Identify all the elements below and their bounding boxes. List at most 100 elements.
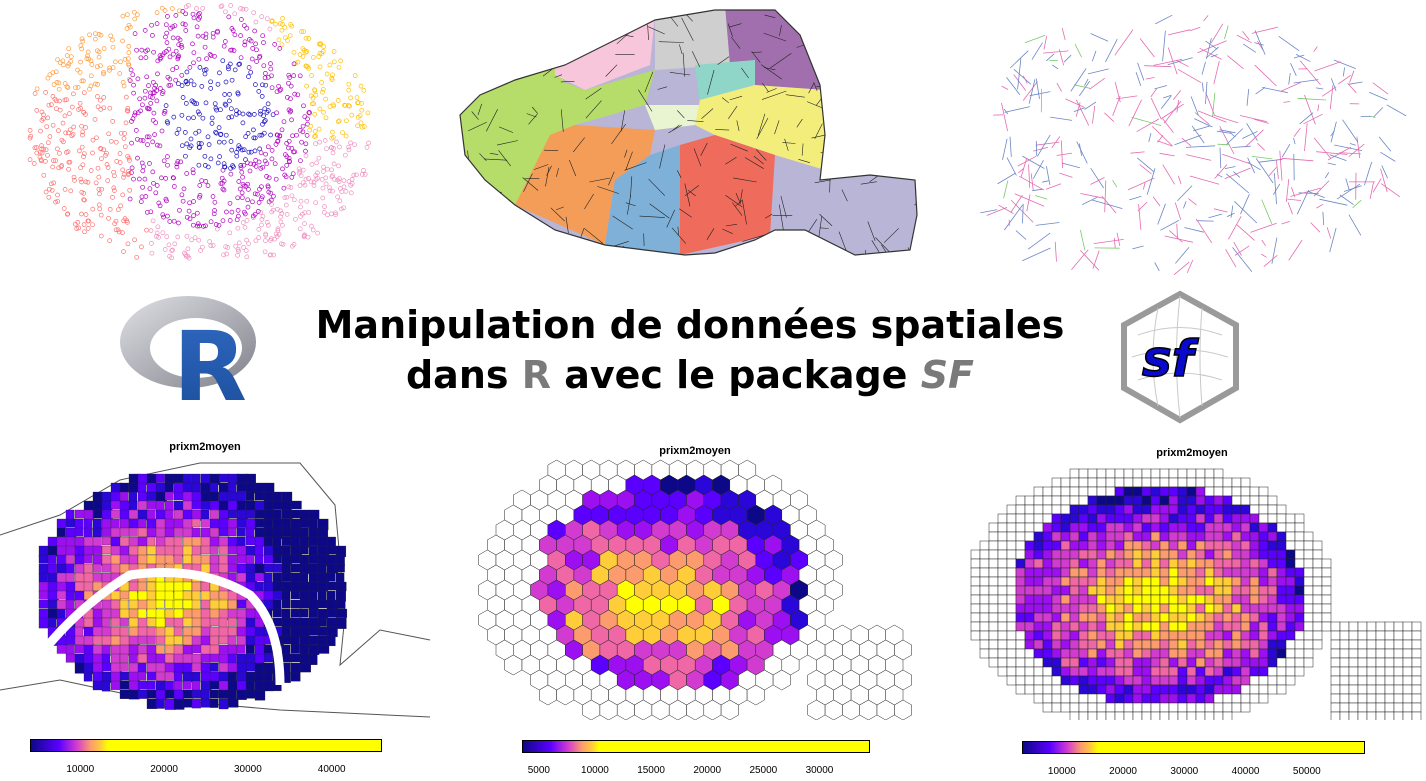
grid-cell <box>1177 576 1188 587</box>
map-polygon <box>155 545 167 557</box>
point-marker <box>110 44 116 50</box>
grid-cell <box>1213 657 1224 668</box>
street-segment <box>796 118 803 128</box>
map-polygon <box>164 545 175 556</box>
map-polygon <box>245 662 256 672</box>
point-marker <box>220 186 226 192</box>
grid-cell <box>1096 657 1107 668</box>
grid-cell <box>1231 549 1242 560</box>
point-marker <box>120 192 126 198</box>
street-line <box>1113 237 1116 249</box>
street-line <box>1225 128 1244 146</box>
point-marker <box>132 31 138 36</box>
grid-cell <box>1087 657 1098 668</box>
map-polygon <box>308 581 320 592</box>
grid-cell <box>1258 693 1269 704</box>
point-marker <box>127 24 133 30</box>
point-marker <box>79 123 84 129</box>
street-line <box>1271 237 1278 264</box>
map-polygon <box>191 689 202 699</box>
point-marker <box>237 186 243 192</box>
grid-cell <box>1168 468 1179 479</box>
grid-cell <box>1051 603 1062 614</box>
point-marker <box>115 207 121 213</box>
point-marker <box>261 63 267 69</box>
street-line <box>1369 91 1388 101</box>
grid-cell <box>1186 603 1197 614</box>
map-polygon <box>74 626 84 638</box>
street-line <box>1189 175 1220 185</box>
grid-cell <box>1132 711 1143 720</box>
point-marker <box>43 147 49 153</box>
point-marker <box>226 115 232 120</box>
point-marker <box>122 57 128 62</box>
grid-cell <box>1159 594 1170 605</box>
map-polygon <box>137 590 148 602</box>
grid-cell <box>1132 531 1143 542</box>
map-polygon <box>254 527 265 539</box>
point-marker <box>96 202 102 208</box>
grid-cell <box>1303 630 1314 641</box>
grid-cell <box>1123 693 1134 704</box>
map-polygon <box>155 626 167 638</box>
grid-cell <box>1141 558 1152 569</box>
grid-cell <box>1015 531 1026 542</box>
point-marker <box>179 45 185 50</box>
grid-cell <box>1249 666 1260 677</box>
map-polygon <box>146 545 158 555</box>
grid-cell <box>1033 531 1044 542</box>
grid-cell <box>1060 567 1071 578</box>
map-polygon <box>245 608 257 618</box>
map-polygon <box>191 608 202 619</box>
street-line <box>1131 116 1162 126</box>
grid-cell <box>1087 630 1098 641</box>
map-polygon <box>119 653 129 663</box>
street-line <box>1145 77 1155 80</box>
grid-cell <box>1132 522 1143 533</box>
map-polygon <box>200 536 212 547</box>
point-marker <box>291 242 297 247</box>
point-marker <box>241 245 246 250</box>
street-line <box>1234 201 1258 224</box>
street-line <box>1219 126 1235 155</box>
grid-cell <box>1195 486 1206 497</box>
street-line <box>1234 245 1250 256</box>
map-polygon <box>236 527 246 537</box>
grid-cell <box>979 603 990 614</box>
grid-cell <box>1069 675 1080 686</box>
grid-cell <box>1042 576 1053 587</box>
grid-cell <box>1042 540 1053 551</box>
map-polygon <box>200 662 211 674</box>
grid-cell <box>1195 702 1206 713</box>
map-polygon <box>272 545 284 556</box>
point-marker <box>157 203 163 209</box>
grid-cell <box>1150 621 1161 632</box>
street-segment <box>850 107 864 125</box>
grid-cell <box>1222 621 1233 632</box>
grid-cell <box>1114 486 1125 497</box>
point-marker <box>72 178 77 183</box>
grid-cell <box>1240 693 1251 704</box>
street-line <box>1210 54 1218 58</box>
map-polygon <box>245 536 257 546</box>
point-marker <box>242 39 248 45</box>
street-segment <box>531 106 539 114</box>
point-marker <box>323 115 329 121</box>
map-polygon <box>299 563 311 574</box>
grid-cell <box>997 639 1008 650</box>
point-marker <box>146 83 151 88</box>
map-polygon <box>137 671 147 681</box>
point-marker <box>306 209 312 215</box>
grid-cell <box>1186 513 1197 524</box>
grid-cell <box>1411 693 1422 704</box>
map-polygon <box>101 608 112 619</box>
point-marker <box>236 179 242 184</box>
street-segment <box>677 110 685 119</box>
point-marker <box>169 6 175 11</box>
grid-cell <box>1033 495 1044 506</box>
grid-cell <box>1033 603 1044 614</box>
map2-tick: 5000 <box>527 765 550 776</box>
street-segment <box>488 74 507 85</box>
street-line <box>1281 157 1314 162</box>
point-marker <box>240 174 245 180</box>
